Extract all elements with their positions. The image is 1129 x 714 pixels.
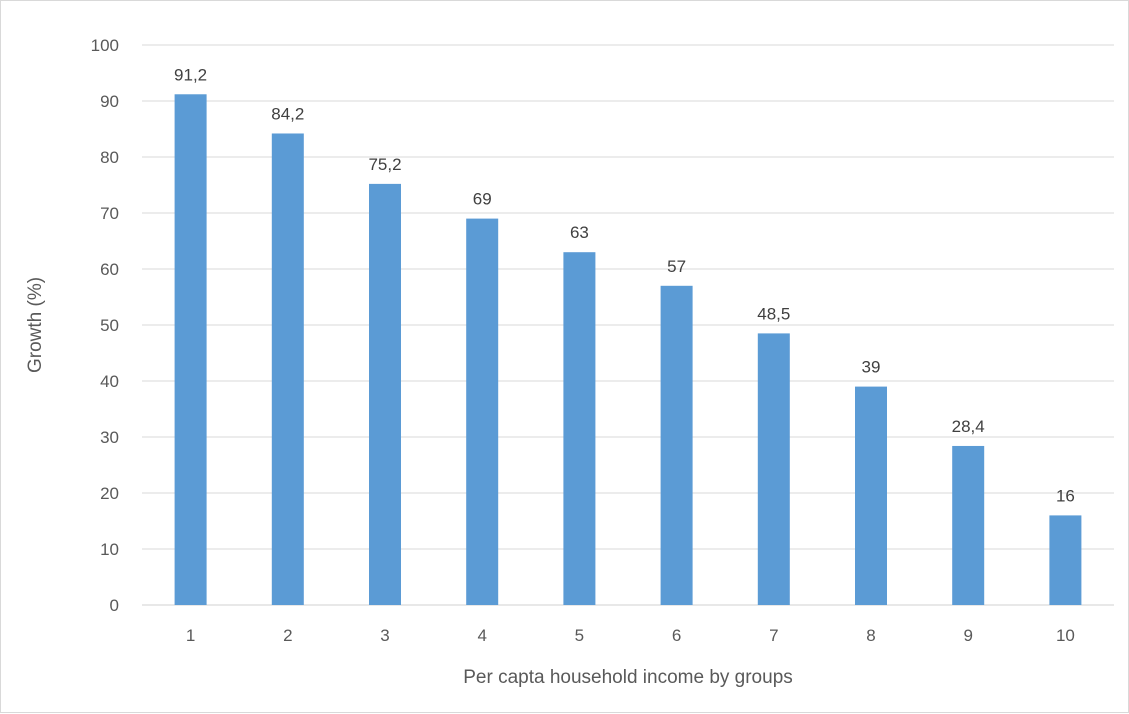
y-tick-label: 20 bbox=[100, 484, 119, 503]
x-tick-label: 10 bbox=[1056, 626, 1075, 645]
bar bbox=[174, 94, 207, 605]
bar bbox=[1049, 515, 1082, 605]
x-tick-label: 2 bbox=[283, 626, 292, 645]
x-axis-title: Per capta household income by groups bbox=[463, 667, 793, 688]
y-tick-label: 30 bbox=[100, 428, 119, 447]
y-tick-label: 60 bbox=[100, 260, 119, 279]
y-tick-label: 10 bbox=[100, 540, 119, 559]
data-label: 69 bbox=[473, 190, 492, 209]
data-label: 57 bbox=[667, 257, 686, 276]
y-tick-label: 40 bbox=[100, 372, 119, 391]
data-label: 16 bbox=[1056, 486, 1075, 505]
x-tick-label: 7 bbox=[769, 626, 778, 645]
x-tick-label: 1 bbox=[186, 626, 195, 645]
data-label: 39 bbox=[862, 358, 881, 377]
bar bbox=[466, 218, 499, 605]
y-axis-ticks: 0 10 20 30 40 50 60 70 80 90 100 bbox=[91, 36, 119, 615]
data-label: 84,2 bbox=[271, 104, 304, 123]
bar bbox=[855, 386, 887, 605]
bar bbox=[757, 333, 790, 605]
x-tick-label: 6 bbox=[672, 626, 681, 645]
bar bbox=[952, 445, 985, 605]
x-tick-label: 9 bbox=[963, 626, 972, 645]
bar bbox=[563, 252, 596, 605]
x-tick-label: 4 bbox=[477, 626, 486, 645]
bars bbox=[174, 94, 1082, 606]
x-tick-label: 8 bbox=[866, 626, 875, 645]
data-label: 63 bbox=[570, 223, 589, 242]
data-label: 75,2 bbox=[368, 155, 401, 174]
data-label: 28,4 bbox=[952, 417, 985, 436]
bar bbox=[271, 133, 304, 606]
data-labels: 91,2 84,2 75,2 69 63 57 48,5 39 28,4 16 bbox=[174, 65, 1075, 505]
y-tick-label: 0 bbox=[110, 596, 119, 615]
x-axis-ticks: 1 2 3 4 5 6 7 8 9 10 bbox=[186, 626, 1075, 645]
y-tick-label: 80 bbox=[100, 148, 119, 167]
bar bbox=[369, 183, 401, 605]
y-axis-title: Growth (%) bbox=[25, 277, 46, 373]
data-label: 48,5 bbox=[757, 304, 790, 323]
bar bbox=[660, 285, 693, 605]
gridlines bbox=[142, 44, 1114, 606]
y-tick-label: 50 bbox=[100, 316, 119, 335]
y-tick-label: 70 bbox=[100, 204, 119, 223]
x-tick-label: 5 bbox=[575, 626, 584, 645]
x-tick-label: 3 bbox=[380, 626, 389, 645]
y-tick-label: 100 bbox=[91, 36, 119, 55]
data-label: 91,2 bbox=[174, 65, 207, 84]
y-tick-label: 90 bbox=[100, 92, 119, 111]
